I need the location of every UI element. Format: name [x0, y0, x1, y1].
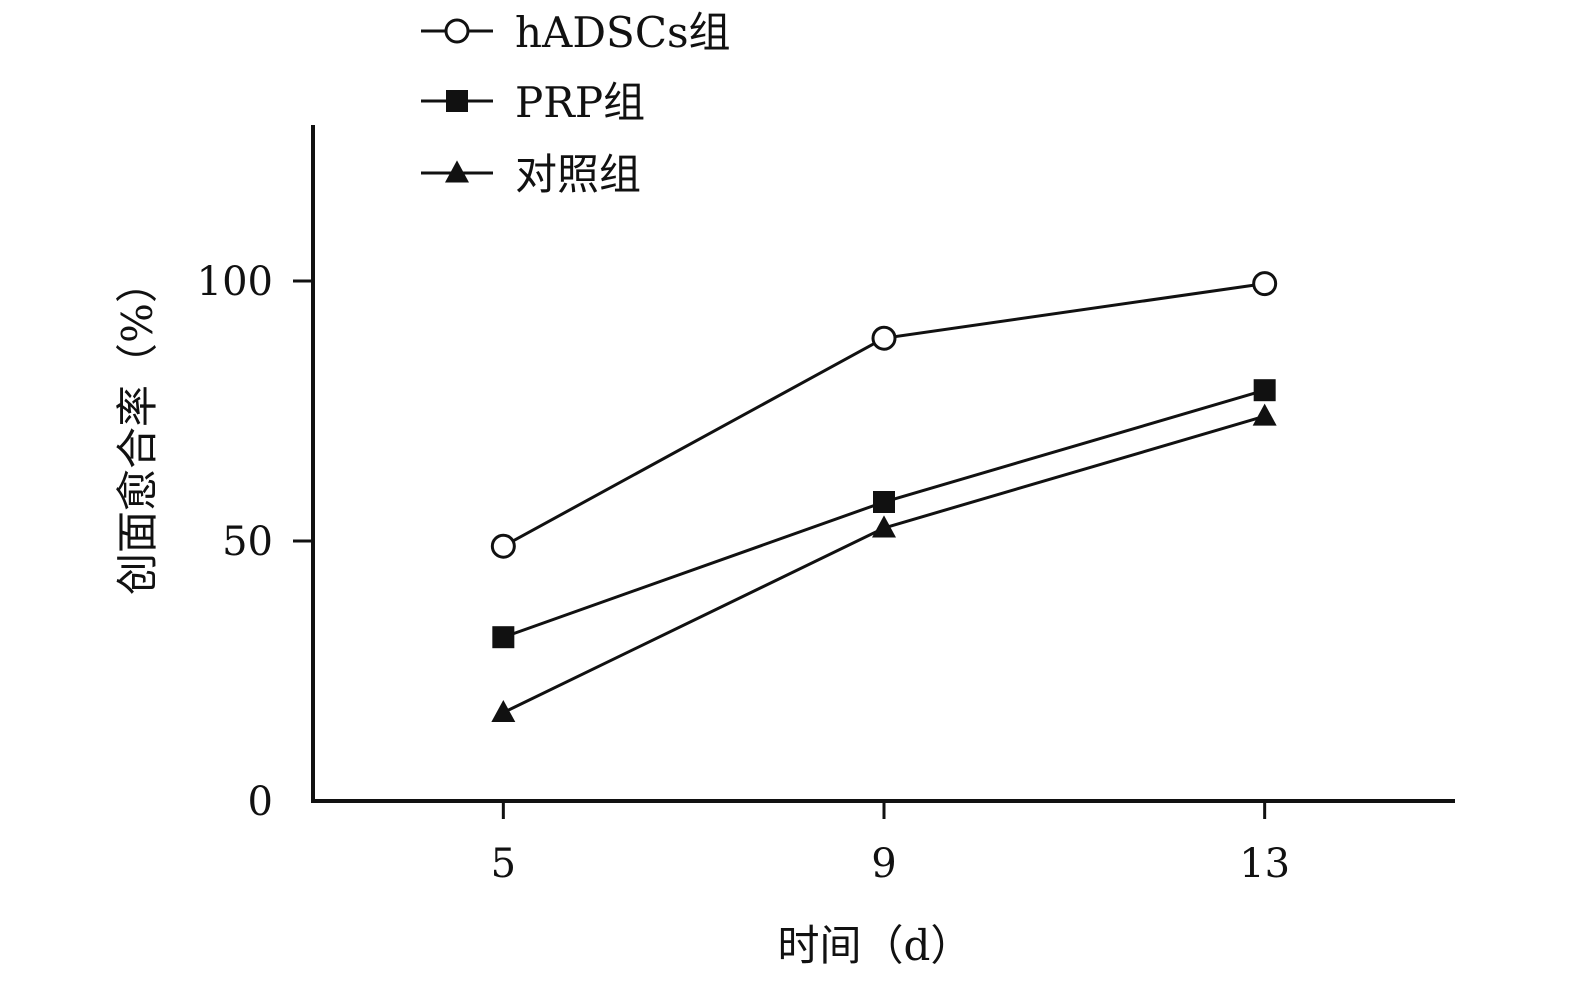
- legend-marker: [446, 90, 468, 112]
- axes: [311, 125, 1455, 803]
- legend-item: 对照组: [421, 150, 641, 199]
- series-line: [502, 414, 1266, 714]
- data-point: [1252, 403, 1277, 426]
- legend-label: hADSCs组: [515, 8, 731, 57]
- y-tick-label: 50: [222, 519, 273, 565]
- legend-marker: [445, 160, 469, 183]
- series-3: [491, 403, 1277, 723]
- data-point: [490, 533, 516, 559]
- series-layer: [490, 271, 1278, 723]
- data-point: [873, 491, 895, 513]
- data-point: [492, 626, 515, 649]
- legend-item: PRP组: [421, 78, 645, 127]
- y-axis-title: 创面愈合率（%）: [113, 261, 162, 595]
- data-point: [871, 325, 897, 351]
- x-ticks: 5 9 13: [491, 801, 1290, 887]
- legend-label: 对照组: [515, 150, 641, 199]
- x-tick-label: 9: [871, 841, 896, 887]
- data-point: [1252, 271, 1278, 297]
- legend-label: PRP组: [515, 78, 645, 127]
- data-point: [1253, 379, 1276, 402]
- y-tick-label: 0: [248, 779, 273, 825]
- x-tick-label: 5: [491, 841, 516, 887]
- series-1: [490, 271, 1278, 559]
- y-ticks: 0 50 100: [197, 259, 313, 825]
- legend-item: hADSCs组: [421, 8, 731, 57]
- data-point: [491, 700, 516, 723]
- legend-marker: [444, 18, 470, 44]
- series-line: [502, 388, 1266, 639]
- x-axis-title: 时间（d）: [778, 921, 973, 970]
- series-2: [492, 379, 1276, 649]
- data-point: [872, 515, 896, 538]
- x-tick-label: 13: [1239, 841, 1290, 887]
- y-tick-label: 100: [197, 259, 273, 305]
